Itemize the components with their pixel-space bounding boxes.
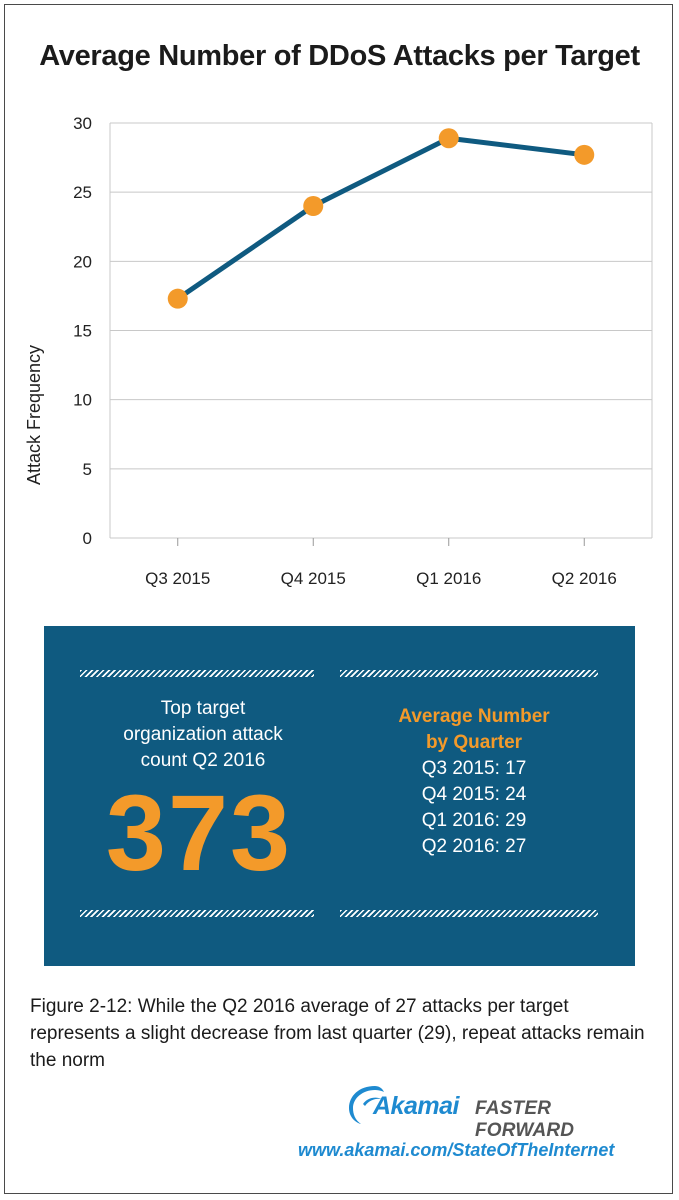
y-tick-label: 25 <box>73 183 92 202</box>
y-tick-label: 15 <box>73 322 92 341</box>
y-tick-label: 20 <box>73 252 92 271</box>
average-q1-2016: Q1 2016: 29 <box>421 810 527 831</box>
hatch-divider <box>340 670 598 677</box>
top-target-line: count Q2 2016 <box>140 750 266 771</box>
x-tick-labels: Q3 2015 Q4 2015 Q1 2016 Q2 2016 <box>145 538 617 588</box>
data-point <box>167 288 188 309</box>
x-tick-label: Q1 2016 <box>416 569 481 588</box>
figure-caption: Figure 2-12: While the Q2 2016 average o… <box>30 996 645 1071</box>
average-q2-2016: Q2 2016: 27 <box>421 836 527 857</box>
y-tick-label: 0 <box>83 529 92 548</box>
chart-title: Average Number of DDoS Attacks per Targe… <box>39 40 640 72</box>
top-target-count: 373 <box>105 772 293 893</box>
x-tick-label: Q4 2015 <box>281 569 346 588</box>
series-line <box>175 135 587 302</box>
akamai-wave-icon <box>349 1086 384 1124</box>
data-point <box>438 128 459 149</box>
akamai-wordmark: Akamai <box>373 1092 459 1120</box>
source-url[interactable]: www.akamai.com/StateOfTheInternet <box>298 1140 615 1160</box>
top-target-line: organization attack <box>123 724 283 745</box>
top-target-line: Top target <box>160 698 246 719</box>
logo-tagline: FASTER FORWARD <box>475 1098 575 1141</box>
y-tick-label: 30 <box>73 114 92 133</box>
data-point <box>303 196 324 216</box>
top-target-label: Top target organization attack count Q2 … <box>92 696 314 774</box>
hatch-divider <box>80 670 314 677</box>
y-tick-labels: 0 5 10 15 20 25 30 <box>73 114 92 548</box>
chart-series <box>167 128 595 309</box>
hatch-divider <box>340 910 598 917</box>
y-axis-label: Attack Frequency <box>24 345 44 485</box>
stats-panel: Top target organization attack count Q2 … <box>44 626 635 966</box>
quarter-averages: Average Number by Quarter Q3 2015: 17 Q4… <box>364 704 584 860</box>
averages-heading: Average Number <box>398 706 550 727</box>
x-tick-label: Q2 2016 <box>552 569 617 588</box>
averages-heading: by Quarter <box>425 732 523 753</box>
figure-frame <box>4 4 673 1194</box>
average-q4-2015: Q4 2015: 24 <box>421 784 527 805</box>
hatch-divider <box>80 910 314 917</box>
data-point <box>574 144 595 165</box>
y-tick-label: 10 <box>73 391 92 410</box>
line-chart: 0 5 10 15 20 25 30 Q3 2015 Q4 2015 Q1 2016 Q2 201… <box>24 114 653 588</box>
x-tick-label: Q3 2015 <box>145 569 210 588</box>
average-q3-2015: Q3 2015: 17 <box>421 758 527 779</box>
y-tick-label: 5 <box>83 460 92 479</box>
akamai-logo: Akamai FASTER FORWARD <box>345 1082 655 1141</box>
chart-gridlines <box>109 122 653 539</box>
